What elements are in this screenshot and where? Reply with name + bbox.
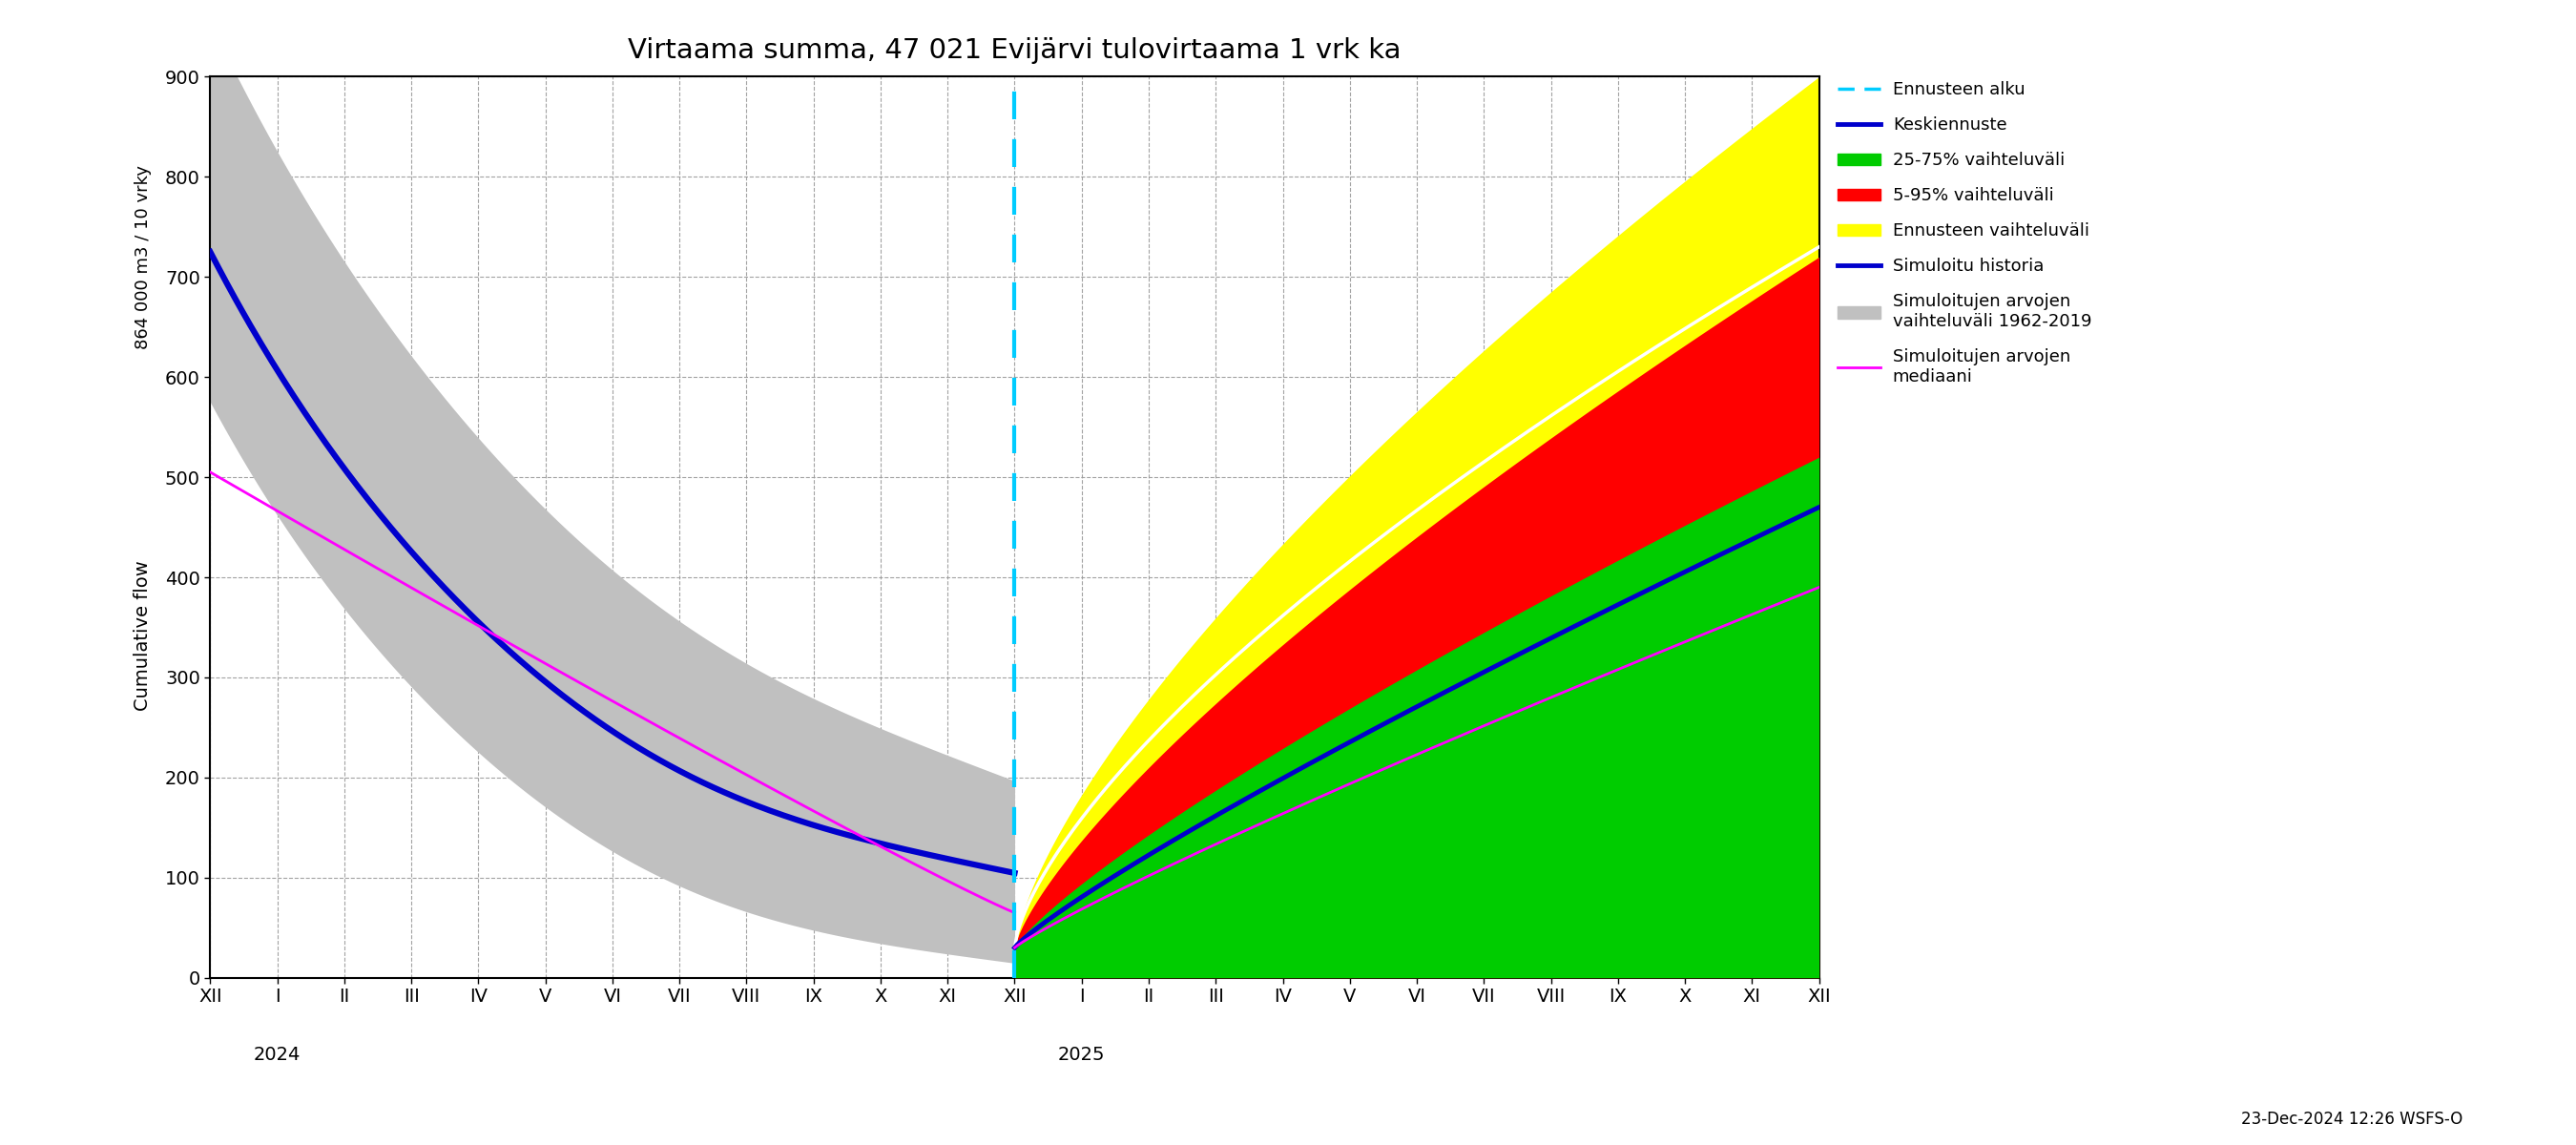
Legend: Ennusteen alku, Keskiennuste, 25-75% vaihteluväli, 5-95% vaihteluväli, Ennusteen: Ennusteen alku, Keskiennuste, 25-75% vai… xyxy=(1832,77,2097,390)
Text: Cumulative flow: Cumulative flow xyxy=(134,560,152,711)
Text: 2024: 2024 xyxy=(255,1045,301,1064)
Text: 2025: 2025 xyxy=(1059,1045,1105,1064)
Text: 864 000 m3 / 10 vrky: 864 000 m3 / 10 vrky xyxy=(134,165,152,349)
Title: Virtaama summa, 47 021 Evijärvi tulovirtaama 1 vrk ka: Virtaama summa, 47 021 Evijärvi tulovirt… xyxy=(629,37,1401,64)
Text: 23-Dec-2024 12:26 WSFS-O: 23-Dec-2024 12:26 WSFS-O xyxy=(2241,1111,2463,1128)
